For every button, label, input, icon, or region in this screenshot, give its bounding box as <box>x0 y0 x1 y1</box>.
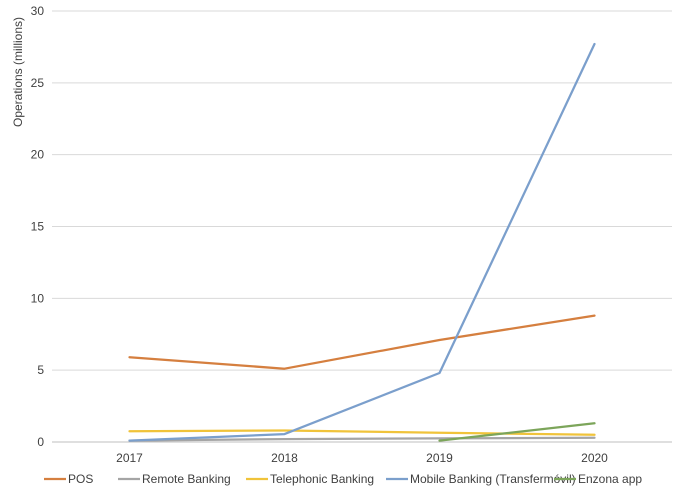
x-tick-label: 2018 <box>271 451 298 465</box>
series-line-2 <box>128 429 596 436</box>
x-tick-label: 2019 <box>426 451 453 465</box>
legend-item: Telephonic Banking <box>246 472 374 486</box>
legend-label: POS <box>68 472 93 486</box>
y-tick-label: 20 <box>31 148 45 162</box>
x-tick-label: 2020 <box>581 451 608 465</box>
legend-item: POS <box>44 472 93 486</box>
legend-label: Telephonic Banking <box>270 472 374 486</box>
legend-item: Remote Banking <box>118 472 231 486</box>
series-line-4 <box>438 422 596 442</box>
x-axis-ticks: 2017 2018 2019 2020 <box>116 451 608 465</box>
series-line-3 <box>128 42 596 442</box>
y-tick-label: 0 <box>37 435 44 449</box>
legend-label: Enzona app <box>578 472 642 486</box>
y-axis-ticks: 0 5 10 15 20 25 30 <box>31 4 45 449</box>
x-tick-label: 2017 <box>116 451 143 465</box>
y-tick-label: 30 <box>31 4 45 18</box>
series-line-0 <box>128 314 596 370</box>
y-tick-label: 15 <box>31 220 45 234</box>
series-line-1 <box>128 436 596 442</box>
y-tick-label: 5 <box>37 363 44 377</box>
legend-item: Enzona app <box>554 472 642 486</box>
series-lines <box>128 42 596 442</box>
legend-item: Mobile Banking (Transfermóvil) <box>386 472 576 486</box>
legend: POS Remote Banking Telephonic Banking Mobil… <box>44 472 642 486</box>
y-axis-label: Operations (millions) <box>11 17 25 127</box>
legend-label: Remote Banking <box>142 472 231 486</box>
gridlines <box>52 10 672 443</box>
y-tick-label: 25 <box>31 76 45 90</box>
y-tick-label: 10 <box>31 291 45 305</box>
legend-label: Mobile Banking (Transfermóvil) <box>410 472 576 486</box>
